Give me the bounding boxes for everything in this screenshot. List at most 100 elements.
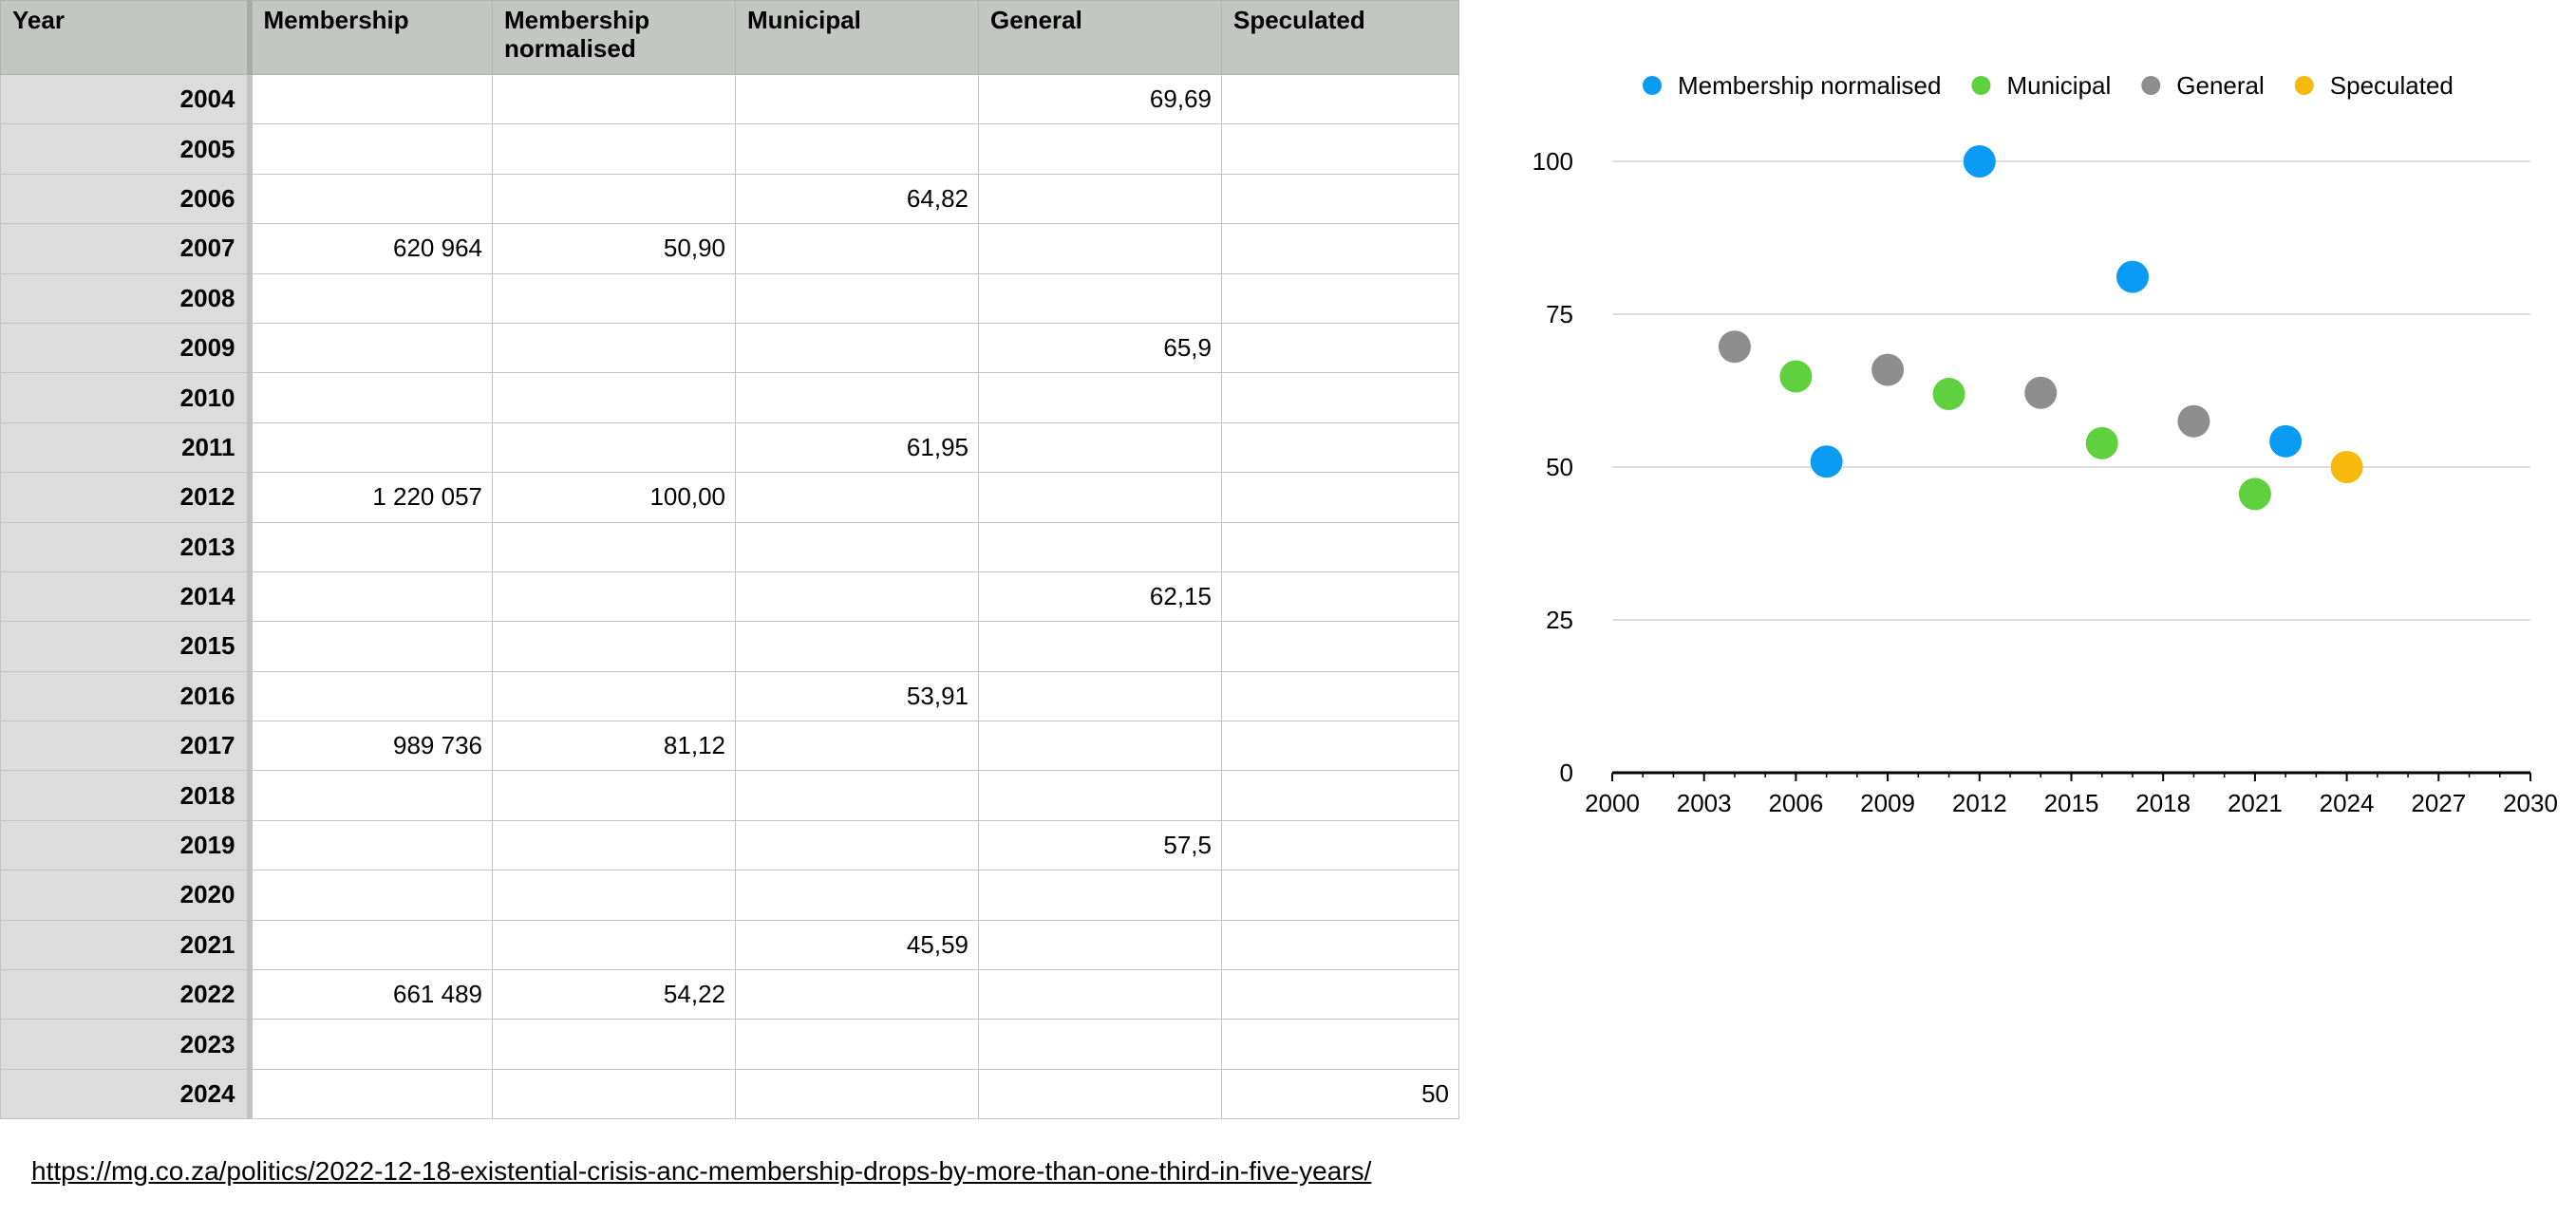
- table-cell[interactable]: [492, 372, 736, 423]
- table-cell[interactable]: [1221, 521, 1459, 572]
- table-cell[interactable]: 65,9: [978, 322, 1222, 374]
- table-cell[interactable]: [249, 819, 493, 871]
- table-cell[interactable]: [1221, 571, 1459, 623]
- table-cell[interactable]: [249, 621, 493, 672]
- table-cell[interactable]: [249, 919, 493, 971]
- table-cell[interactable]: [1221, 421, 1459, 474]
- table-cell[interactable]: [492, 521, 736, 572]
- table-cell[interactable]: [978, 421, 1222, 474]
- table-cell[interactable]: [978, 173, 1222, 225]
- table-cell[interactable]: [735, 870, 979, 921]
- column-header[interactable]: Year: [0, 0, 253, 75]
- table-cell[interactable]: [978, 521, 1222, 572]
- table-cell[interactable]: 620 964: [249, 223, 493, 274]
- table-cell[interactable]: 81,12: [492, 721, 736, 772]
- table-cell[interactable]: [1221, 272, 1459, 324]
- table-cell[interactable]: 50,90: [492, 223, 736, 274]
- table-cell[interactable]: [492, 73, 736, 125]
- table-cell[interactable]: [978, 272, 1222, 324]
- table-cell[interactable]: [492, 322, 736, 374]
- column-header[interactable]: Membership: [249, 0, 493, 75]
- table-cell[interactable]: [978, 969, 1222, 1020]
- table-cell[interactable]: [492, 571, 736, 623]
- row-header-year[interactable]: 2005: [0, 123, 253, 175]
- table-cell[interactable]: 661 489: [249, 969, 493, 1020]
- table-cell[interactable]: [249, 322, 493, 374]
- table-cell[interactable]: [492, 272, 736, 324]
- table-cell[interactable]: [735, 322, 979, 374]
- table-cell[interactable]: [1221, 621, 1459, 672]
- table-cell[interactable]: [249, 1019, 493, 1070]
- table-cell[interactable]: [249, 173, 493, 225]
- table-cell[interactable]: 100,00: [492, 472, 736, 523]
- row-header-year[interactable]: 2020: [0, 870, 253, 921]
- table-cell[interactable]: [1221, 870, 1459, 921]
- table-cell[interactable]: [735, 770, 979, 821]
- table-cell[interactable]: 69,69: [978, 73, 1222, 125]
- table-cell[interactable]: [249, 272, 493, 324]
- column-header[interactable]: Membership normalised: [492, 0, 736, 75]
- table-cell[interactable]: [492, 770, 736, 821]
- table-cell[interactable]: [249, 372, 493, 423]
- table-cell[interactable]: 62,15: [978, 571, 1222, 623]
- table-cell[interactable]: 57,5: [978, 819, 1222, 871]
- row-header-year[interactable]: 2004: [0, 73, 253, 125]
- table-cell[interactable]: [978, 670, 1222, 722]
- table-cell[interactable]: [492, 1019, 736, 1070]
- table-cell[interactable]: [492, 123, 736, 175]
- row-header-year[interactable]: 2010: [0, 372, 253, 423]
- table-cell[interactable]: [978, 1068, 1222, 1120]
- column-header[interactable]: Speculated: [1221, 0, 1459, 75]
- table-cell[interactable]: [1221, 1019, 1459, 1070]
- table-cell[interactable]: [735, 819, 979, 871]
- table-cell[interactable]: 53,91: [735, 670, 979, 722]
- table-cell[interactable]: [1221, 322, 1459, 374]
- table-cell[interactable]: [1221, 770, 1459, 821]
- row-header-year[interactable]: 2012: [0, 472, 253, 523]
- table-cell[interactable]: [492, 919, 736, 971]
- table-cell[interactable]: [978, 770, 1222, 821]
- table-cell[interactable]: [978, 621, 1222, 672]
- table-cell[interactable]: [249, 421, 493, 474]
- table-cell[interactable]: [492, 621, 736, 672]
- table-cell[interactable]: [1221, 123, 1459, 175]
- row-header-year[interactable]: 2008: [0, 272, 253, 324]
- table-cell[interactable]: [978, 223, 1222, 274]
- table-cell[interactable]: [1221, 173, 1459, 225]
- source-link[interactable]: https://mg.co.za/politics/2022-12-18-exi…: [31, 1156, 1372, 1186]
- table-cell[interactable]: [1221, 969, 1459, 1020]
- table-cell[interactable]: [249, 1068, 493, 1120]
- table-cell[interactable]: [492, 421, 736, 474]
- row-header-year[interactable]: 2007: [0, 223, 253, 274]
- table-cell[interactable]: [492, 670, 736, 722]
- row-header-year[interactable]: 2013: [0, 521, 253, 572]
- table-cell[interactable]: [1221, 670, 1459, 722]
- column-header[interactable]: Municipal: [735, 0, 979, 75]
- row-header-year[interactable]: 2016: [0, 670, 253, 722]
- table-cell[interactable]: [249, 670, 493, 722]
- table-cell[interactable]: [978, 372, 1222, 423]
- table-cell[interactable]: [1221, 819, 1459, 871]
- table-cell[interactable]: [978, 870, 1222, 921]
- column-header[interactable]: General: [978, 0, 1222, 75]
- table-cell[interactable]: 45,59: [735, 919, 979, 971]
- table-cell[interactable]: 50: [1221, 1068, 1459, 1120]
- row-header-year[interactable]: 2017: [0, 721, 253, 772]
- table-cell[interactable]: [1221, 73, 1459, 125]
- table-cell[interactable]: [735, 1019, 979, 1070]
- table-cell[interactable]: [249, 571, 493, 623]
- row-header-year[interactable]: 2024: [0, 1068, 253, 1120]
- table-cell[interactable]: [978, 919, 1222, 971]
- row-header-year[interactable]: 2015: [0, 621, 253, 672]
- row-header-year[interactable]: 2023: [0, 1019, 253, 1070]
- table-cell[interactable]: [978, 123, 1222, 175]
- table-cell[interactable]: [735, 472, 979, 523]
- row-header-year[interactable]: 2021: [0, 919, 253, 971]
- table-cell[interactable]: [492, 173, 736, 225]
- table-cell[interactable]: [735, 571, 979, 623]
- row-header-year[interactable]: 2011: [0, 421, 253, 474]
- row-header-year[interactable]: 2018: [0, 770, 253, 821]
- row-header-year[interactable]: 2009: [0, 322, 253, 374]
- table-cell[interactable]: [735, 372, 979, 423]
- table-cell[interactable]: 54,22: [492, 969, 736, 1020]
